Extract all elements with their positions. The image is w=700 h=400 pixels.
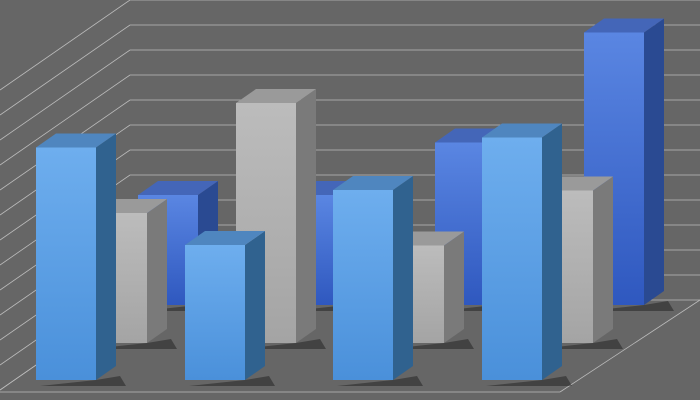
gridline	[0, 49, 131, 141]
bar	[482, 123, 572, 386]
bar	[236, 89, 326, 349]
bar-shadow	[91, 339, 177, 349]
gridline	[0, 74, 131, 166]
bar-top	[138, 181, 218, 195]
bar-top	[482, 123, 562, 138]
bars	[36, 18, 674, 386]
bar-side	[542, 123, 562, 380]
bar-shadow	[240, 339, 326, 349]
bar-side	[593, 176, 613, 343]
bar-top	[333, 176, 413, 190]
bar-top	[185, 231, 265, 245]
bar-shadow	[337, 376, 423, 386]
bar-shadow	[388, 339, 474, 349]
bar-shadow	[189, 376, 275, 386]
bar	[333, 176, 423, 386]
bar-side	[147, 199, 167, 343]
bar	[185, 231, 275, 386]
gridline	[0, 0, 131, 91]
bar-shadow	[537, 339, 623, 349]
gridline	[0, 24, 131, 116]
bar-front	[482, 137, 542, 380]
bar-side	[444, 231, 464, 343]
bar-side	[393, 176, 413, 380]
bar-shadow	[588, 301, 674, 311]
bar-side	[96, 133, 116, 380]
bar-side	[296, 89, 316, 343]
bar-front	[185, 245, 245, 380]
bar-side	[644, 18, 664, 305]
bar-top	[236, 89, 316, 103]
bar-shadow	[40, 376, 126, 386]
bar-side	[245, 231, 265, 380]
bar-top	[584, 18, 664, 33]
bar-top	[36, 133, 116, 148]
bar	[584, 18, 674, 311]
floor-edge	[559, 299, 700, 393]
bar-front	[36, 147, 96, 380]
bar	[36, 133, 126, 386]
bar-front	[333, 190, 393, 380]
bar-shadow	[486, 376, 572, 386]
